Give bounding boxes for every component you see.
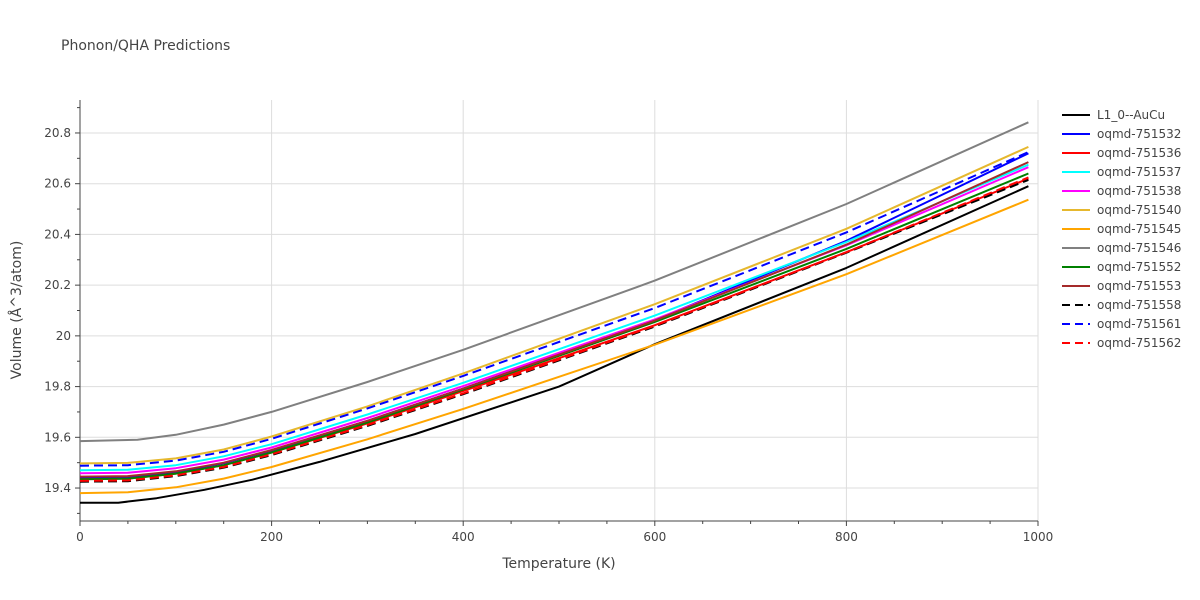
series-line-oqmd-751562 — [79, 176, 1029, 482]
x-tick-label: 0 — [76, 530, 84, 544]
legend-label[interactable]: oqmd-751552 — [1097, 260, 1181, 274]
y-tick-label: 20.8 — [44, 126, 71, 140]
y-tick-label: 20.6 — [44, 177, 71, 191]
y-tick-label: 19.6 — [44, 430, 71, 444]
legend-label[interactable]: oqmd-751540 — [1097, 203, 1181, 217]
series-line-oqmd-751553 — [79, 161, 1029, 478]
legend-label[interactable]: oqmd-751538 — [1097, 184, 1181, 198]
y-tick-labels: 19.4 19.6 19.8 20 20.2 20.4 20.6 20.8 — [44, 126, 71, 495]
series-line-oqmd-751538 — [79, 166, 1029, 475]
series-lines — [79, 121, 1029, 504]
series-line-oqmd-751537 — [79, 163, 1029, 472]
series-line-oqmd-751552 — [79, 172, 1029, 481]
series-line-oqmd-751545 — [79, 198, 1029, 495]
legend-label[interactable]: oqmd-751536 — [1097, 146, 1181, 160]
y-tick-label: 19.8 — [44, 380, 71, 394]
series-line-oqmd-751540 — [79, 145, 1029, 465]
chart-title: Phonon/QHA Predictions — [61, 38, 230, 54]
series-line-oqmd-751536 — [79, 177, 1029, 481]
legend-label[interactable]: oqmd-751558 — [1097, 298, 1181, 312]
series-line-oqmd-751561 — [79, 151, 1029, 467]
grid — [79, 100, 1039, 521]
x-tick-labels: 0 200 400 600 800 1000 — [76, 530, 1053, 544]
x-axis-title: Temperature (K) — [501, 556, 615, 572]
legend-label[interactable]: oqmd-751561 — [1097, 317, 1181, 331]
y-tick-label: 19.4 — [44, 481, 71, 495]
x-tick-label: 600 — [643, 530, 666, 544]
legend-label[interactable]: oqmd-751553 — [1097, 279, 1181, 293]
legend-label[interactable]: oqmd-751562 — [1097, 336, 1181, 350]
legend-label[interactable]: L1_0--AuCu — [1097, 108, 1165, 122]
legend-label[interactable]: oqmd-751545 — [1097, 222, 1181, 236]
y-tick-label: 20 — [56, 329, 71, 343]
legend-label[interactable]: oqmd-751532 — [1097, 127, 1181, 141]
series-line-oqmd-751546 — [79, 121, 1029, 443]
series-line-oqmd-751532 — [79, 152, 1029, 479]
legend[interactable]: L1_0--AuCu oqmd-751532 oqmd-751536 oqmd-751… — [1062, 108, 1181, 350]
x-tick-label: 1000 — [1023, 530, 1054, 544]
legend-label[interactable]: oqmd-751537 — [1097, 165, 1181, 179]
axes — [75, 100, 1039, 526]
y-axis-title: Volume (Å^3/atom) — [8, 241, 25, 380]
legend-label[interactable]: oqmd-751546 — [1097, 241, 1181, 255]
y-tick-label: 20.2 — [44, 278, 71, 292]
x-tick-label: 400 — [452, 530, 475, 544]
x-tick-label: 200 — [260, 530, 283, 544]
x-tick-label: 800 — [835, 530, 858, 544]
series-line-L1_0--AuCu — [80, 185, 1029, 504]
y-tick-label: 20.4 — [44, 227, 71, 241]
